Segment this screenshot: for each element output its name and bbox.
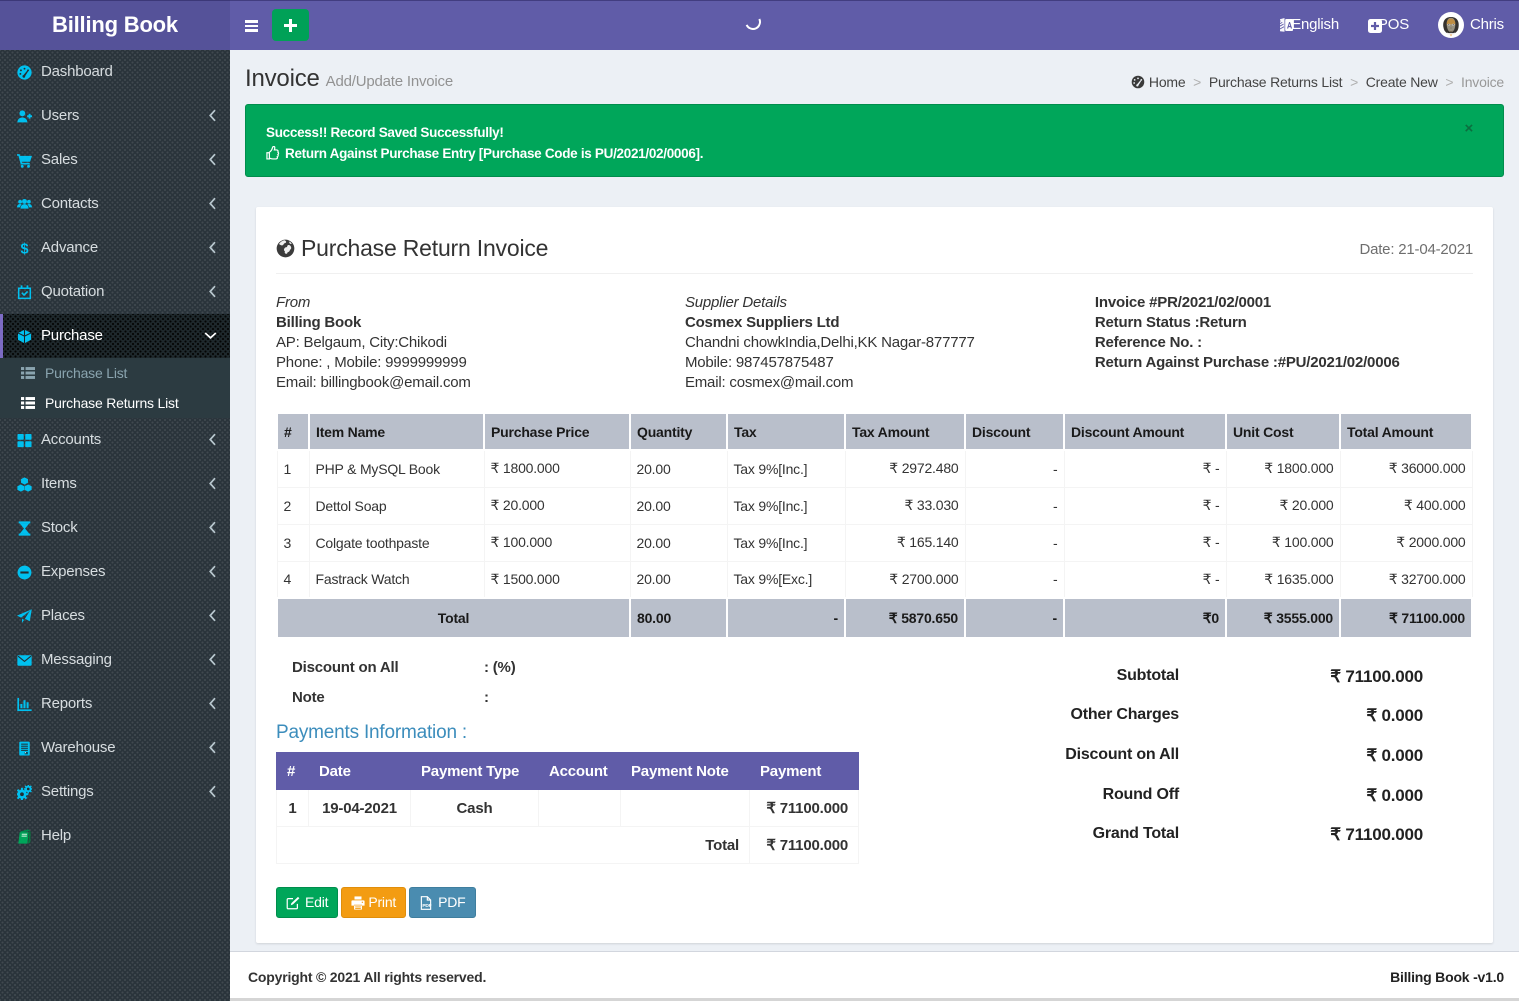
svg-text:PDF: PDF xyxy=(422,902,431,908)
svg-text:$: $ xyxy=(21,242,29,256)
